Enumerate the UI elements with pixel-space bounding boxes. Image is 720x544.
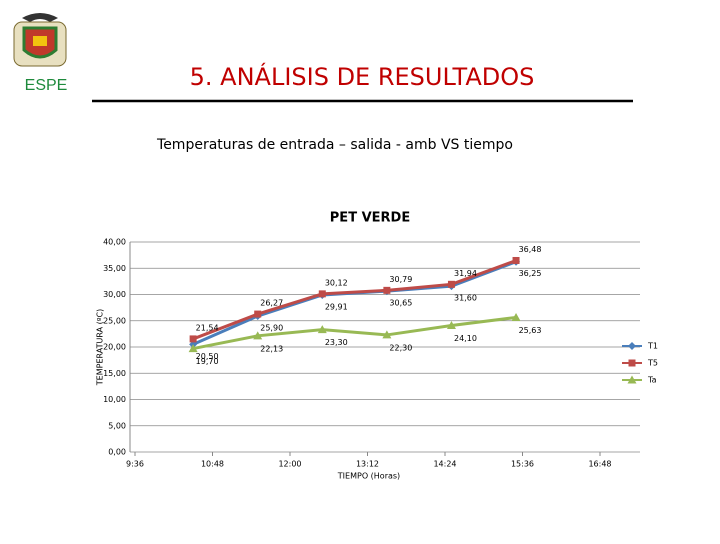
plot: 0,00 5,00 10,00 15,00 20,00 25,00 30,00 35,00 40… — [103, 238, 658, 469]
y-tick-label: 0,00 — [108, 448, 126, 457]
marker — [318, 290, 326, 298]
y-tick-label: 5,00 — [108, 421, 126, 430]
x-tick-label: 12:00 — [278, 460, 301, 469]
value-label: 22,30 — [389, 343, 412, 352]
y-tick-label: 25,00 — [103, 316, 126, 325]
value-label: 26,27 — [260, 299, 283, 308]
y-axis-label: TEMPERATURA (ºC) — [96, 309, 105, 386]
y-tick-label: 20,00 — [103, 343, 126, 352]
value-label: 29,91 — [325, 302, 348, 311]
chart-title: PET VERDE — [330, 211, 410, 226]
value-label: 25,90 — [260, 324, 283, 333]
marker — [253, 331, 263, 340]
marker — [628, 342, 636, 350]
value-label: 25,63 — [519, 326, 542, 335]
marker — [254, 310, 262, 318]
series-line — [192, 315, 517, 351]
marker — [317, 325, 327, 334]
x-tick-label: 10:48 — [201, 460, 224, 469]
y-tick-label: 10,00 — [103, 395, 126, 404]
subtitle: Temperaturas de entrada – salida - amb V… — [156, 137, 513, 153]
value-label: 22,13 — [260, 344, 283, 353]
value-label: 30,79 — [389, 275, 412, 284]
legend-label: T5 — [647, 359, 658, 368]
series-line — [192, 259, 517, 341]
x-tick-label: 15:36 — [511, 460, 534, 469]
x-tick-label: 16:48 — [588, 460, 611, 469]
x-tick-label: 9:36 — [126, 460, 144, 469]
marker — [512, 256, 520, 264]
value-label: 30,12 — [325, 278, 348, 287]
y-tick-label: 40,00 — [103, 238, 126, 247]
slide-title: 5. ANÁLISIS DE RESULTADOS — [190, 62, 535, 91]
logo — [13, 13, 67, 67]
marker — [511, 312, 521, 321]
value-label: 23,30 — [325, 338, 348, 347]
value-label: 24,10 — [454, 334, 477, 343]
marker — [628, 359, 636, 367]
value-label: 19,70 — [196, 357, 219, 366]
y-tick-label: 15,00 — [103, 369, 126, 378]
marker — [383, 286, 391, 294]
value-label: 36,25 — [519, 269, 542, 278]
x-tick-label: 13:12 — [356, 460, 379, 469]
value-label: 31,94 — [454, 269, 477, 278]
x-tick-label: 14:24 — [433, 460, 456, 469]
y-tick-label: 35,00 — [103, 264, 126, 273]
x-axis-label: TIEMPO (Horas) — [337, 472, 400, 481]
legend-label: T1 — [647, 342, 658, 351]
value-label: 21,54 — [196, 323, 219, 332]
marker — [447, 280, 455, 288]
value-label: 36,48 — [519, 245, 542, 254]
y-tick-label: 30,00 — [103, 290, 126, 299]
marker — [627, 375, 637, 384]
logo-text: ESPE — [25, 77, 68, 94]
legend-label: Ta — [647, 376, 657, 385]
value-label: 30,65 — [389, 299, 412, 308]
value-label: 31,60 — [454, 294, 477, 303]
marker — [446, 320, 456, 329]
marker — [382, 330, 392, 339]
marker — [188, 344, 198, 353]
marker — [189, 335, 197, 343]
value-label: 20,50 — [196, 352, 219, 361]
